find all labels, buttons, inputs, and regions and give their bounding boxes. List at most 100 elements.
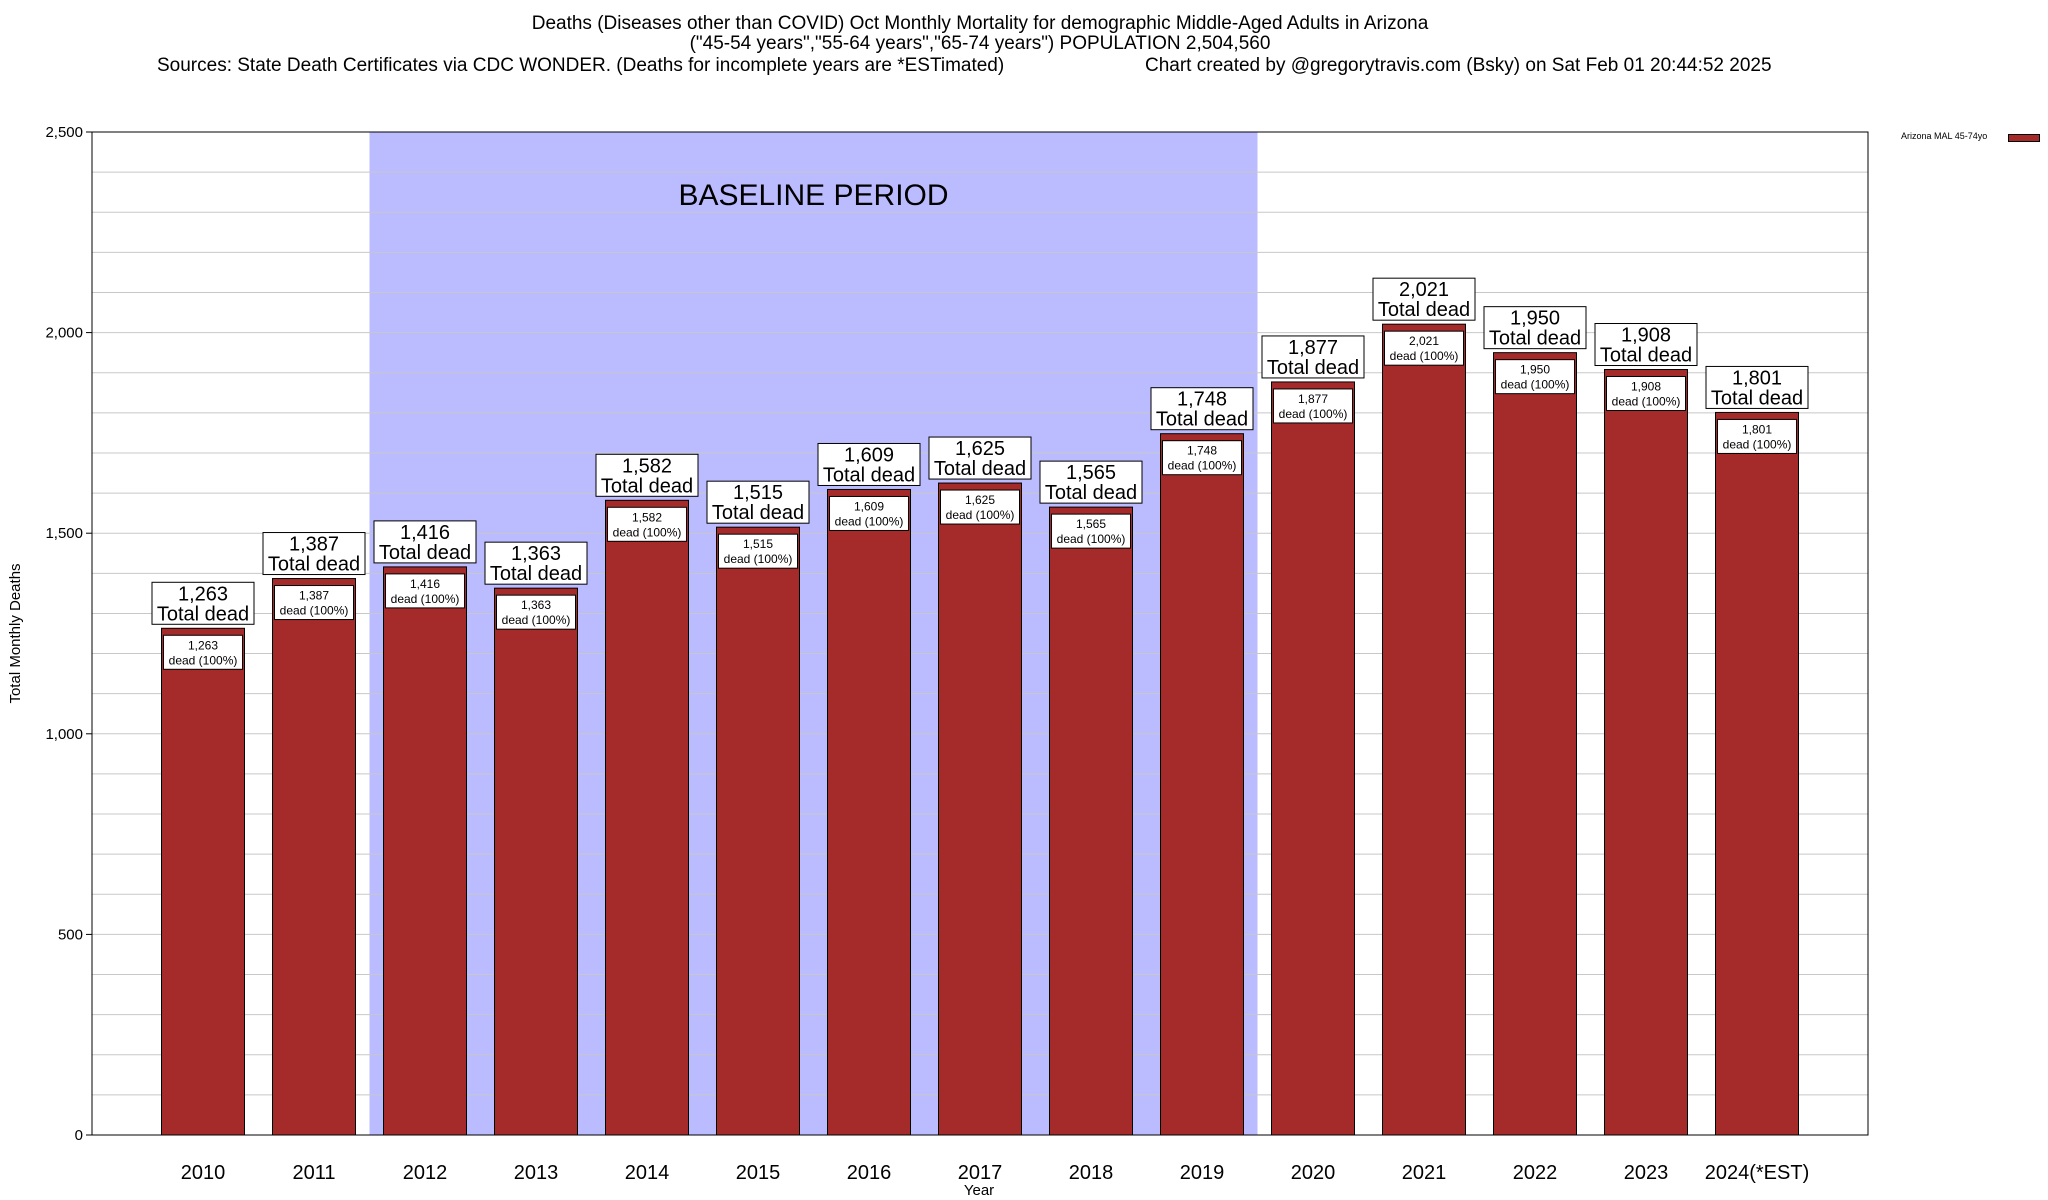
inner-value-label: 1,387 xyxy=(299,589,329,603)
bar xyxy=(272,578,356,1136)
inner-label-box xyxy=(829,495,909,531)
inner-label-box xyxy=(1384,330,1464,366)
total-label-box xyxy=(595,453,699,497)
inner-percent-label: dead (100%) xyxy=(391,592,460,606)
x-tick-label: 2024(*EST) xyxy=(1705,1162,1810,1184)
x-tick-label: 2023 xyxy=(1624,1162,1669,1184)
inner-percent-label: dead (100%) xyxy=(1279,407,1348,421)
x-tick-label: 2020 xyxy=(1291,1162,1336,1184)
total-value-label: 1,363 xyxy=(511,543,561,565)
inner-label-box xyxy=(385,573,465,609)
total-value-label: 1,625 xyxy=(955,438,1005,460)
inner-value-label: 1,950 xyxy=(1520,363,1550,377)
inner-value-label: 1,625 xyxy=(965,493,995,507)
legend-label: Arizona MAL 45-74yo xyxy=(1901,131,1988,141)
total-value-label: 1,801 xyxy=(1732,367,1782,389)
inner-percent-label: dead (100%) xyxy=(1612,395,1681,409)
inner-percent-label: dead (100%) xyxy=(502,613,571,627)
inner-value-label: 1,416 xyxy=(410,577,440,591)
x-tick-label: 2017 xyxy=(958,1162,1003,1184)
bar xyxy=(827,488,911,1136)
total-value-label: 1,263 xyxy=(178,583,228,605)
chart-title-line-2: ("45-54 years","55-64 years","65-74 year… xyxy=(689,33,1271,54)
inner-percent-label: dead (100%) xyxy=(169,653,238,667)
inner-percent-label: dead (100%) xyxy=(724,552,793,566)
inner-value-label: 1,908 xyxy=(1631,380,1661,394)
inner-percent-label: dead (100%) xyxy=(280,604,349,618)
x-tick-label: 2010 xyxy=(181,1162,226,1184)
y-tick-label: 2,500 xyxy=(45,124,83,141)
inner-value-label: 1,565 xyxy=(1076,517,1106,531)
inner-label-box xyxy=(1495,359,1575,395)
inner-percent-label: dead (100%) xyxy=(835,514,904,528)
total-label-box xyxy=(1261,335,1365,379)
inner-value-label: 1,609 xyxy=(854,499,884,513)
total-dead-label: Total dead xyxy=(379,542,471,564)
inner-percent-label: dead (100%) xyxy=(1390,349,1459,363)
total-value-label: 1,387 xyxy=(289,534,339,556)
y-axis-title: Total Monthly Deaths xyxy=(7,563,24,703)
bar xyxy=(938,482,1022,1136)
x-tick-label: 2012 xyxy=(403,1162,448,1184)
total-dead-label: Total dead xyxy=(1156,409,1248,431)
total-label-box xyxy=(262,532,366,576)
baseline-period-label: BASELINE PERIOD xyxy=(678,179,948,212)
total-value-label: 1,877 xyxy=(1288,337,1338,359)
inner-label-box xyxy=(1606,376,1686,412)
total-dead-label: Total dead xyxy=(157,603,249,625)
total-label-box xyxy=(1039,460,1143,504)
total-dead-label: Total dead xyxy=(601,475,693,497)
total-label-box xyxy=(1483,306,1587,350)
total-dead-label: Total dead xyxy=(1267,357,1359,379)
y-tick-label: 500 xyxy=(58,926,83,943)
total-label-box xyxy=(928,436,1032,480)
inner-label-box xyxy=(1051,513,1131,549)
inner-percent-label: dead (100%) xyxy=(946,508,1015,522)
inner-label-box xyxy=(1162,440,1242,476)
inner-value-label: 1,263 xyxy=(188,638,218,652)
total-label-box xyxy=(373,520,477,564)
total-value-label: 1,950 xyxy=(1510,308,1560,330)
total-label-box xyxy=(1705,365,1809,409)
chart-title-line-1: Deaths (Diseases other than COVID) Oct M… xyxy=(531,13,1429,34)
total-dead-label: Total dead xyxy=(712,502,804,524)
inner-value-label: 1,363 xyxy=(521,598,551,612)
x-tick-label: 2018 xyxy=(1069,1162,1114,1184)
total-label-box xyxy=(817,442,921,486)
total-value-label: 2,021 xyxy=(1399,279,1449,301)
legend-swatch xyxy=(2008,134,2040,142)
total-dead-label: Total dead xyxy=(1378,299,1470,321)
inner-label-box xyxy=(1717,418,1797,454)
y-tick-label: 1,500 xyxy=(45,525,83,542)
x-tick-label: 2021 xyxy=(1402,1162,1447,1184)
total-label-box xyxy=(706,480,810,524)
total-dead-label: Total dead xyxy=(1600,345,1692,367)
bar xyxy=(494,587,578,1136)
inner-percent-label: dead (100%) xyxy=(1723,437,1792,451)
total-dead-label: Total dead xyxy=(1045,482,1137,504)
x-tick-label: 2019 xyxy=(1180,1162,1225,1184)
total-label-box xyxy=(1594,323,1698,367)
total-value-label: 1,416 xyxy=(400,522,450,544)
total-label-box xyxy=(484,541,588,585)
bar xyxy=(1382,323,1466,1136)
inner-value-label: 1,515 xyxy=(743,537,773,551)
inner-value-label: 2,021 xyxy=(1409,334,1439,348)
total-value-label: 1,582 xyxy=(622,455,672,477)
inner-percent-label: dead (100%) xyxy=(613,525,682,539)
bar xyxy=(605,499,689,1136)
bar xyxy=(1049,506,1133,1136)
total-label-box xyxy=(1372,277,1476,321)
x-tick-label: 2016 xyxy=(847,1162,892,1184)
total-value-label: 1,609 xyxy=(844,444,894,466)
x-tick-label: 2022 xyxy=(1513,1162,1558,1184)
inner-value-label: 1,877 xyxy=(1298,392,1328,406)
inner-label-box xyxy=(940,489,1020,525)
total-dead-label: Total dead xyxy=(268,554,360,576)
y-tick-label: 2,000 xyxy=(45,325,83,342)
inner-value-label: 1,801 xyxy=(1742,422,1772,436)
bar xyxy=(383,566,467,1136)
x-tick-label: 2011 xyxy=(292,1162,335,1184)
inner-label-box xyxy=(163,634,243,670)
